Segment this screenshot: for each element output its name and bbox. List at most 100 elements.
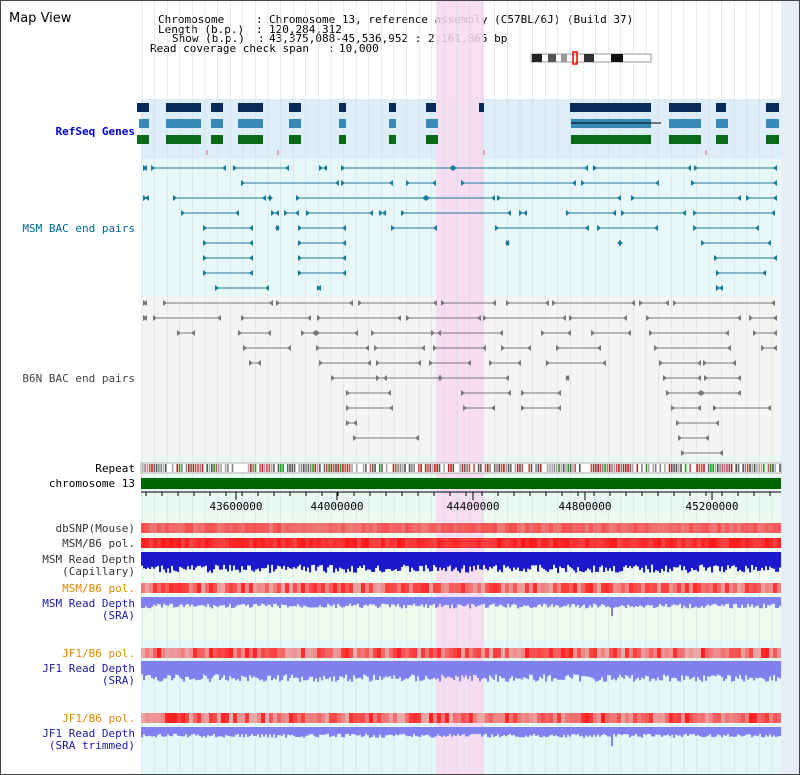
depth-bar <box>699 661 702 680</box>
depth-bar <box>339 552 342 568</box>
heat-cell <box>597 583 602 593</box>
heat-cell <box>625 538 630 548</box>
heat-cell <box>553 583 558 593</box>
b6n-bac-end-pair-features[interactable] <box>143 300 777 456</box>
heat-cell <box>709 648 714 658</box>
heat-cell <box>293 713 298 723</box>
refseq-gene-features[interactable] <box>137 103 779 155</box>
heat-cell <box>301 538 306 548</box>
depth-bar <box>705 552 708 571</box>
repeat-element <box>280 464 282 472</box>
depth-bar <box>353 727 356 734</box>
heat-cell <box>161 538 166 548</box>
heat-cell <box>201 523 206 533</box>
depth-bar <box>589 661 592 678</box>
depth-bar <box>737 597 740 608</box>
heat-cell <box>281 538 286 548</box>
b6n-bac-end <box>732 360 736 366</box>
depth-bar <box>499 552 502 570</box>
heat-cell <box>509 648 514 658</box>
depth-bar <box>483 597 486 604</box>
heat-cell <box>405 713 410 723</box>
track-label-b6n-bac[interactable]: B6N BAC end pairs <box>22 372 135 385</box>
track-label-refseq[interactable]: RefSeq Genes <box>55 125 135 138</box>
depth-bar <box>523 552 526 569</box>
heat-cell <box>233 583 238 593</box>
depth-bar <box>629 552 632 566</box>
depth-bar <box>293 552 296 568</box>
depth-bar <box>245 661 248 678</box>
depth-bar <box>391 552 394 571</box>
depth-bar <box>315 552 318 571</box>
depth-bar <box>203 552 206 567</box>
depth-bar <box>637 552 640 567</box>
heat-cell <box>269 583 274 593</box>
heat-cell <box>149 538 154 548</box>
depth-bar <box>341 552 344 569</box>
depth-bar <box>515 727 518 737</box>
depth-bar <box>225 597 228 608</box>
heat-cell <box>769 648 774 658</box>
depth-bar <box>729 552 732 569</box>
msm-bac-end-pair-features[interactable] <box>143 165 777 291</box>
depth-bar <box>275 661 278 680</box>
depth-bar <box>345 727 348 734</box>
depth-bar <box>561 552 564 569</box>
depth-bar <box>373 661 376 675</box>
depth-bar <box>167 552 170 569</box>
depth-bar <box>385 727 388 736</box>
heat-cell <box>141 523 146 533</box>
depth-bar <box>665 597 668 605</box>
heat-cell <box>457 583 462 593</box>
depth-bar <box>499 727 502 738</box>
depth-bar <box>149 597 152 609</box>
depth-bar <box>723 727 726 736</box>
msm-bac-end <box>505 240 509 246</box>
heat-cell <box>593 538 598 548</box>
depth-bar <box>775 727 778 738</box>
b6n-bac-end <box>349 300 353 306</box>
b6n-bac-end <box>659 360 663 366</box>
heat-cell <box>501 583 506 593</box>
depth-spike <box>611 727 613 747</box>
heat-cell <box>205 583 210 593</box>
depth-bar <box>543 597 546 604</box>
depth-bar <box>443 661 446 677</box>
heat-cell <box>257 713 262 723</box>
depth-bar <box>755 552 758 567</box>
depth-bar <box>351 727 354 735</box>
heat-cell <box>657 713 662 723</box>
heat-cell <box>725 713 730 723</box>
depth-bar <box>493 661 496 680</box>
repeat-element <box>411 464 413 472</box>
heat-cell <box>617 583 622 593</box>
heat-cell <box>521 538 526 548</box>
msm-bac-end <box>693 225 697 231</box>
depth-bar <box>705 661 708 681</box>
heat-cell <box>653 538 658 548</box>
depth-bar <box>235 727 238 735</box>
b6n-bac-end <box>567 330 571 336</box>
b6n-bac-end <box>541 330 545 336</box>
depth-bar <box>553 661 556 679</box>
track-label-msm-bac[interactable]: MSM BAC end pairs <box>22 222 135 235</box>
depth-bar <box>375 597 378 607</box>
depth-bar <box>753 727 756 736</box>
depth-bar <box>583 661 586 676</box>
heat-cell <box>549 523 554 533</box>
heat-cell <box>537 523 542 533</box>
heat-cell <box>421 648 426 658</box>
heat-cell <box>697 538 702 548</box>
depth-bar <box>349 661 352 680</box>
depth-bar <box>681 552 684 571</box>
msm-bac-end <box>767 240 771 246</box>
depth-bar <box>475 597 478 607</box>
heat-cell <box>345 538 350 548</box>
depth-bar <box>331 597 334 607</box>
depth-bar <box>557 552 560 573</box>
depth-bar <box>491 727 494 735</box>
heat-cell <box>621 583 626 593</box>
heat-cell <box>653 523 658 533</box>
heat-cell <box>693 538 698 548</box>
depth-bar <box>493 552 496 567</box>
